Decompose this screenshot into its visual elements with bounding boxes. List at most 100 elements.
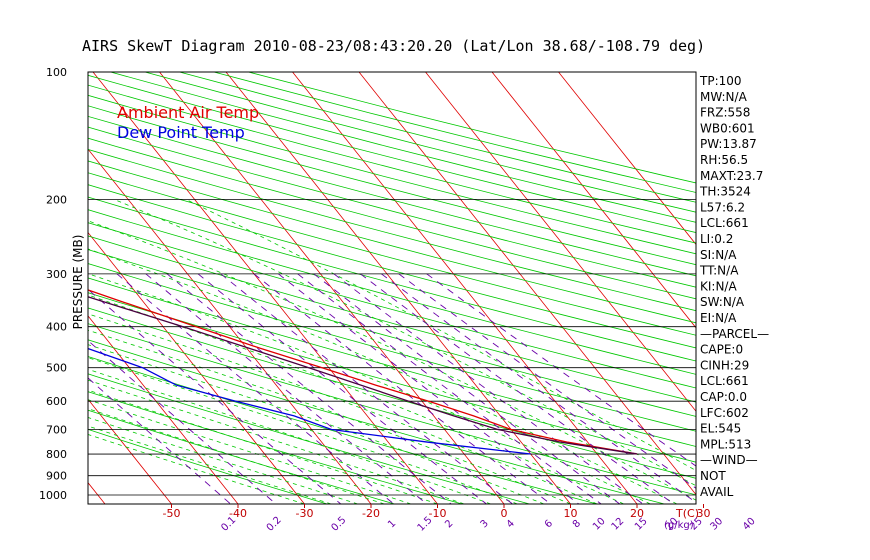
- index-entry: LFC:602: [700, 406, 749, 420]
- isotherm-line: [225, 72, 571, 504]
- index-entry: SI:N/A: [700, 248, 737, 262]
- index-entry: CAPE:0: [700, 343, 743, 357]
- pressure-tick-label: 300: [46, 268, 67, 281]
- dry-adiabat-line: [88, 115, 696, 277]
- mixing-ratio-line: [360, 273, 675, 504]
- profile-ambient-air-temp: [88, 289, 638, 455]
- dry-adiabat-line: [88, 428, 328, 504]
- index-entry: CINH:29: [700, 358, 749, 372]
- dry-adiabat-line: [88, 263, 696, 432]
- mixing-ratio-line: [381, 273, 696, 503]
- mixing-ratio-line: [145, 273, 428, 504]
- mixing-ratio-line: [116, 273, 395, 504]
- moist-adiabat-line: [88, 357, 518, 504]
- dry-adiabat-line: [88, 307, 696, 479]
- isotherm-line: [88, 148, 372, 504]
- mixing-ratio-line: [333, 273, 644, 504]
- y-axis-label: PRESSURE (MB): [71, 235, 85, 330]
- dry-adiabat-line: [179, 72, 696, 203]
- mixing-ratio-tick-label: 30: [708, 516, 725, 533]
- index-entry: LCL:661: [700, 374, 749, 388]
- isotherm-line: [88, 482, 106, 504]
- profile-lines: [88, 289, 638, 455]
- mixing-ratio-tick-label: 4: [505, 518, 517, 530]
- moist-adiabat-line: [113, 198, 696, 487]
- pressure-tick-label: 600: [46, 395, 67, 408]
- mixing-ratio-axis-label: (g/kg): [664, 520, 694, 531]
- index-entry: MW:N/A: [700, 90, 748, 104]
- dry-adiabat-line: [88, 196, 696, 362]
- mixing-ratio-tick-label: 0.5: [330, 515, 349, 534]
- index-entry: LI:0.2: [700, 232, 733, 246]
- isotherm-line: [425, 72, 696, 412]
- bottom-temperature-tick-label: -40: [229, 507, 247, 520]
- mixing-ratio-line: [88, 377, 231, 504]
- index-entry: FRZ:558: [700, 106, 750, 120]
- mixing-ratio-tick-label: 3: [479, 518, 491, 530]
- mixing-ratio-tick-label: 6: [543, 518, 555, 530]
- dry-adiabat-line: [88, 222, 696, 389]
- moist-adiabat-line: [88, 248, 678, 504]
- mixing-ratio-tick-label: 8: [571, 518, 583, 530]
- pressure-tick-label: 200: [46, 193, 67, 206]
- bottom-temperature-tick-label: -30: [296, 507, 314, 520]
- isotherm-line: [558, 72, 696, 246]
- chart-title: AIRS SkewT Diagram 2010-08-23/08:43:20.2…: [82, 37, 705, 55]
- mixing-ratio-line: [197, 273, 487, 504]
- legend-dewpoint: Dew Point Temp: [117, 123, 245, 142]
- legend-ambient: Ambient Air Temp: [117, 103, 259, 122]
- moist-adiabat-line: [88, 389, 438, 504]
- pressure-tick-label: 900: [46, 470, 67, 483]
- temperature-axis-label: T(C): [675, 507, 699, 520]
- bottom-temperature-tick-label: -10: [429, 507, 447, 520]
- bottom-temperature-tick-label: 10: [564, 507, 578, 520]
- isobars: 100 200 300 400 500 600 700 800 900 1000: [39, 66, 696, 502]
- bottom-temperature-tick-label: 30: [697, 507, 711, 520]
- moist-adiabat-line: [88, 294, 624, 504]
- index-entry: EL:545: [700, 422, 741, 436]
- bottom-temperature-tick-label: -20: [362, 507, 380, 520]
- bottom-temperature-tick-label: 20: [630, 507, 644, 520]
- index-entry: —PARCEL—: [700, 327, 769, 341]
- mixing-ratio-line: [278, 273, 580, 504]
- bottom-temperature-tick-label: -50: [163, 507, 181, 520]
- axis-ticks: -50 -40 -30 -20 -10 0 10 20 30T(C)0.1 0.2 0.5 1 1.5 2…: [163, 504, 758, 534]
- profile-parcel: [88, 296, 638, 455]
- moist-adiabat-line: [88, 313, 598, 504]
- isotherm-line: [88, 315, 239, 504]
- index-entry: AVAIL: [700, 485, 734, 499]
- index-entry: TT:N/A: [699, 264, 739, 278]
- index-entry: PW:13.87: [700, 137, 757, 151]
- dry-adiabat-line: [88, 235, 696, 403]
- moist-adiabat-line: [88, 425, 332, 504]
- pressure-tick-label: 800: [46, 448, 67, 461]
- pressure-tick-label: 500: [46, 362, 67, 375]
- moist-adiabat-line: [88, 368, 491, 504]
- mixing-ratio-line: [313, 273, 621, 504]
- mixing-ratio-line: [398, 273, 696, 489]
- dry-adiabat-line: [88, 249, 696, 417]
- mixing-ratio-line: [88, 340, 277, 504]
- mixing-ratio-tick-label: 10: [591, 516, 608, 533]
- isotherm-line: [159, 72, 505, 504]
- pressure-tick-label: 700: [46, 424, 67, 437]
- moist-adiabat-line: [88, 329, 571, 504]
- moist-adiabat-line: [88, 379, 465, 504]
- index-entry: LCL:661: [700, 216, 749, 230]
- index-entry: EI:N/A: [700, 311, 737, 325]
- dry-adiabat-line: [88, 277, 696, 447]
- mixing-ratio-line: [166, 273, 452, 504]
- index-entry: —WIND—: [700, 453, 758, 467]
- index-entry: MPL:513: [700, 437, 751, 451]
- isotherm-line: [88, 231, 305, 504]
- mixing-ratio-line: [253, 273, 551, 504]
- isotherm-line: [491, 72, 696, 329]
- index-entry: CAP:0.0: [700, 390, 747, 404]
- isotherm-line: [0, 72, 39, 504]
- index-entry: SW:N/A: [700, 295, 745, 309]
- dry-adiabat-line: [88, 172, 696, 336]
- dry-adiabat-line: [88, 209, 696, 375]
- pressure-tick-label: 400: [46, 321, 67, 334]
